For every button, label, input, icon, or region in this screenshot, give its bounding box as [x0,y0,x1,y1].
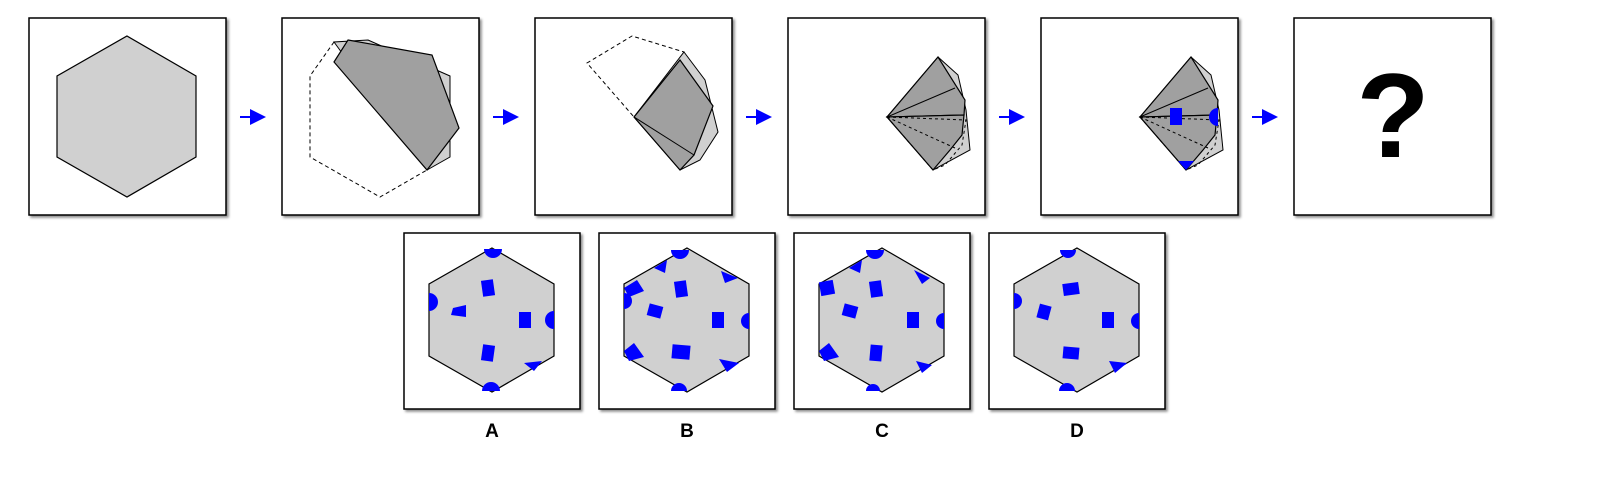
option-label-b: B [680,421,694,442]
hexagon-paper [428,247,555,393]
square-hole [868,280,884,298]
triangle-hole [721,271,738,283]
crease-line [1139,116,1209,149]
step-frame-punched [1040,17,1239,216]
folded-flap-lower [885,114,965,171]
option-label-d: D [1070,421,1084,442]
step-frame-question: ? [1293,17,1492,216]
triangle-hole [624,343,644,361]
option-d[interactable]: D [988,232,1166,442]
square-hole [841,303,859,319]
triangle-hole [1178,161,1194,170]
triangle-hole [624,280,644,297]
square-hole [1102,312,1114,328]
crease-line [886,116,956,149]
question-mark: ? [1356,49,1429,183]
half-circle-hole [866,384,880,391]
half-circle-hole [1014,293,1022,309]
option-c[interactable]: C [793,232,971,442]
step-frame-fold-3 [787,17,986,216]
square-hole [671,344,691,360]
half-circle-hole [866,250,884,259]
square-hole [673,280,689,298]
folded-flap [333,39,460,171]
step-frame-fold-1 [281,17,480,216]
option-label-c: C [875,421,889,442]
fold-outline-dashed [586,35,685,118]
crease-line [886,87,956,118]
option-b[interactable]: B [598,232,776,442]
step-frame-unfolded [28,17,227,216]
half-circle-hole [429,293,438,311]
step-frame-fold-2 [534,17,733,216]
triangle-hole [916,361,932,373]
half-circle-hole [624,293,632,309]
square-hole [818,279,836,297]
half-circle-hole [741,313,749,329]
triangle-hole [914,270,930,284]
half-circle-hole [482,382,500,391]
half-circle-hole [936,313,944,329]
square-hole [907,312,919,328]
half-circle-hole [671,383,687,391]
hexagon-paper [623,247,750,393]
triangle-hole [524,361,542,371]
triangle-hole [654,260,667,273]
fold-outline-dashed [309,41,428,198]
half-circle-hole [1059,383,1075,391]
half-circle-hole [1209,108,1218,126]
crease-line [633,116,695,156]
hexagon-paper [1013,247,1140,393]
square-hole [480,344,496,362]
triangle-hole [819,343,839,361]
square-hole [519,312,531,328]
square-hole [712,312,724,328]
option-a[interactable]: A [403,232,581,442]
square-hole [1170,108,1182,125]
square-hole [480,279,496,297]
half-circle-hole [671,250,689,259]
half-circle-hole [1131,313,1139,329]
option-label-a: A [485,421,499,442]
triangle-hole [719,359,739,372]
folded-flap [633,59,714,171]
half-circle-hole [484,249,502,258]
triangle-hole [849,260,862,273]
half-circle-hole [1060,250,1076,258]
square-hole [1062,281,1080,297]
triangle-hole [451,305,466,317]
half-circle-hole [545,311,554,329]
square-hole [869,344,883,362]
square-hole [1062,346,1080,360]
hexagon-paper [56,35,197,198]
hexagon-paper [818,247,945,393]
triangle-hole [1109,361,1127,373]
square-hole [1036,303,1052,321]
square-hole [646,303,664,319]
crease-line [1139,87,1209,118]
